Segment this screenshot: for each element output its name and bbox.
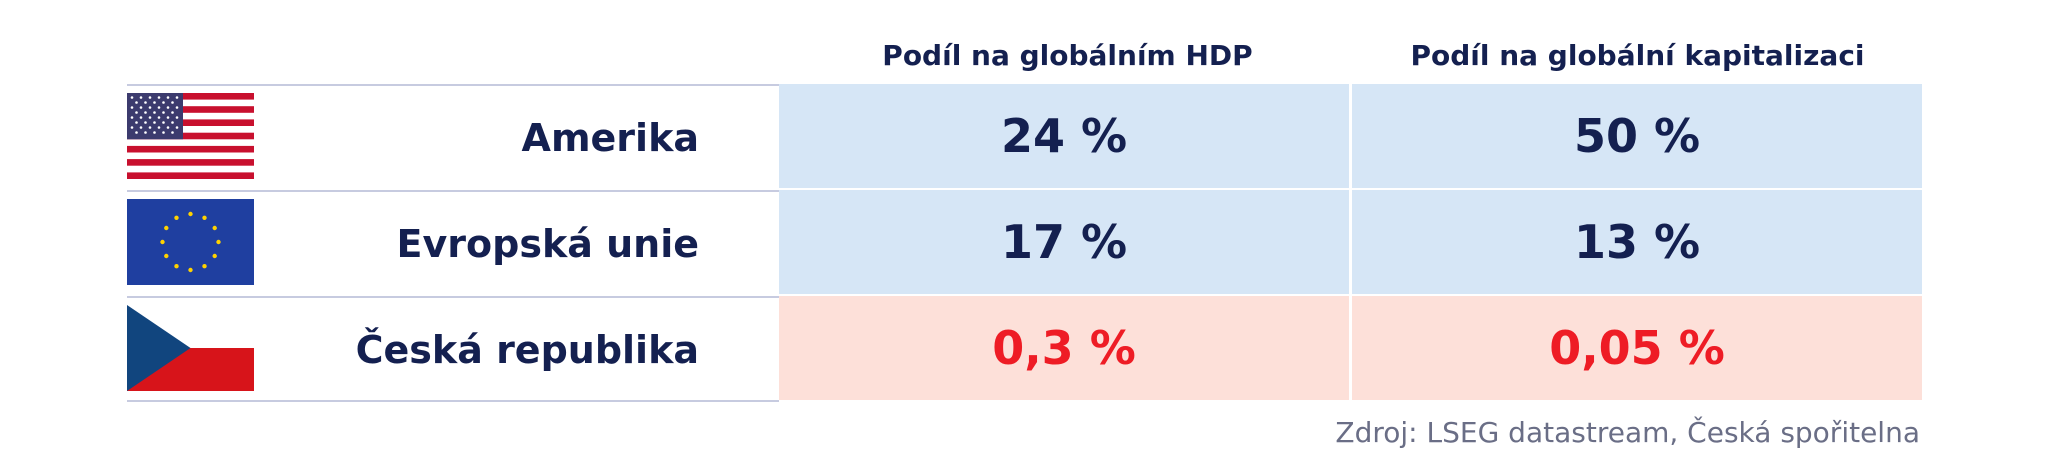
source-note: Zdroj: LSEG datastream, Česká spořitelna (1335, 416, 1920, 449)
eu-flag-icon (127, 199, 254, 285)
country-label: Evropská unie (396, 222, 699, 266)
us-flag-icon (127, 93, 254, 179)
cz-flag-icon (127, 305, 254, 391)
country-cell: Česká republika (127, 296, 779, 402)
column-header-gdp: Podíl na globálním HDP (882, 39, 1253, 72)
capitalization-share-value: 0,05 % (1352, 296, 1922, 400)
capitalization-share-value: 50 % (1352, 84, 1922, 188)
country-cell: Evropská unie (127, 190, 779, 296)
column-header-capitalization: Podíl na globální kapitalizaci (1410, 39, 1865, 72)
table-row: Česká republika 0,3 % 0,05 % (127, 296, 1922, 402)
table-row: Amerika 24 % 50 % (127, 84, 1922, 190)
table-body: Amerika 24 % 50 % (127, 84, 1922, 402)
country-label: Amerika (521, 116, 699, 160)
gdp-share-value: 17 % (779, 190, 1349, 294)
column-divider (1349, 84, 1352, 402)
capitalization-share-value: 13 % (1352, 190, 1922, 294)
gdp-share-value: 0,3 % (779, 296, 1349, 400)
country-label: Česká republika (355, 328, 699, 372)
gdp-share-value: 24 % (779, 84, 1349, 188)
country-cell: Amerika (127, 84, 779, 190)
table-row: Evropská unie 17 % 13 % (127, 190, 1922, 296)
